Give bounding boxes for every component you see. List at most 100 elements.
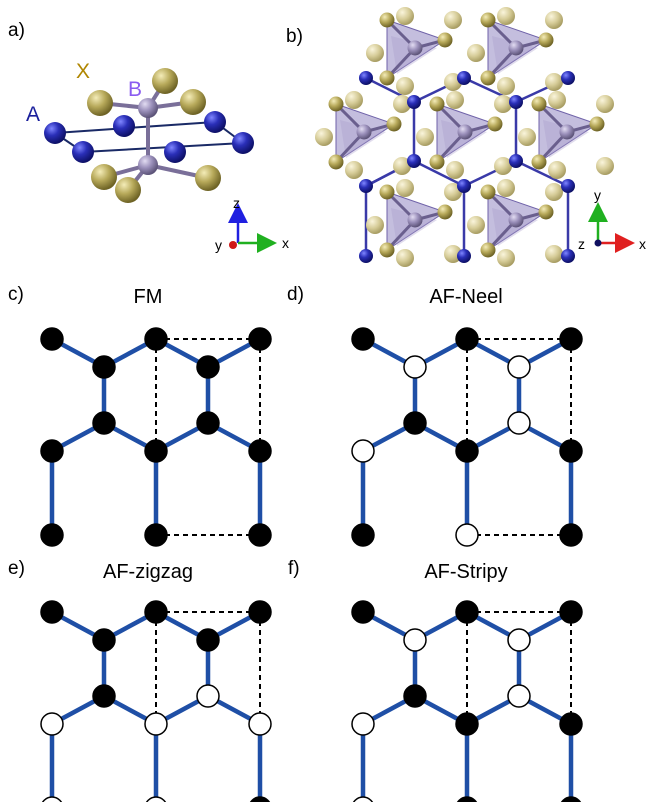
spin-down-site — [403, 628, 427, 652]
x-atom — [379, 70, 395, 86]
a-atom — [164, 141, 186, 163]
b-atom — [138, 98, 158, 118]
x-atom — [545, 11, 563, 29]
spin-down-site — [351, 712, 375, 736]
a-atom — [359, 179, 373, 193]
a-atom — [561, 249, 575, 263]
x-atom — [379, 12, 395, 28]
panel-f: f) AF-Stripy — [288, 558, 583, 802]
axis-y-label: y — [594, 187, 601, 203]
spin-down-site — [455, 523, 479, 547]
x-atom — [548, 161, 566, 179]
axes-triad-b: y z x — [578, 187, 646, 253]
panel-e: e) AF-zigzag — [8, 558, 272, 802]
a-atom — [204, 111, 226, 133]
a-atom — [232, 132, 254, 154]
x-atom — [366, 216, 384, 234]
b-atom — [508, 40, 524, 56]
spin-down-site — [351, 439, 375, 463]
axis-z-label: z — [233, 195, 240, 211]
spin-up-site — [196, 628, 220, 652]
bond — [515, 159, 569, 188]
b-atom — [356, 124, 372, 140]
structure-side-view — [44, 68, 254, 203]
spin-up-site — [559, 712, 583, 736]
spin-up-site — [249, 796, 271, 802]
spin-up-site — [144, 439, 168, 463]
spin-up-site — [456, 796, 478, 802]
x-atom — [497, 179, 515, 197]
x-atom — [467, 44, 485, 62]
panel-e-title: AF-zigzag — [103, 561, 193, 583]
spin-up-site — [196, 355, 220, 379]
bx6-octahedron — [518, 91, 614, 179]
x-atom — [480, 184, 496, 200]
spin-down-site — [40, 712, 64, 736]
x-atom — [429, 96, 445, 112]
x-atom — [328, 154, 344, 170]
x-atom — [548, 91, 566, 109]
a-atom — [407, 95, 421, 109]
spin-down-site — [144, 712, 168, 736]
a-atom — [509, 95, 523, 109]
x-atom — [379, 184, 395, 200]
spin-down-site — [248, 712, 272, 736]
spin-down-site — [507, 355, 531, 379]
axis-x-label: x — [639, 236, 646, 252]
a-atom — [457, 71, 471, 85]
spin-up-site — [560, 796, 582, 802]
x-atom — [444, 11, 462, 29]
spin-down-site — [145, 796, 167, 802]
x-atom — [180, 89, 206, 115]
species-b-label: B — [128, 78, 142, 101]
panel-c: c) FM — [8, 284, 272, 547]
x-atom — [480, 242, 496, 258]
axis-z-label: z — [578, 236, 585, 252]
spin-up-site — [196, 411, 220, 435]
x-atom — [497, 7, 515, 25]
x-atom — [531, 96, 547, 112]
x-atom — [596, 95, 614, 113]
x-atom — [494, 157, 512, 175]
spin-up-site — [144, 327, 168, 351]
spin-down-site — [507, 411, 531, 435]
a-atom — [359, 249, 373, 263]
spin-up-site — [559, 523, 583, 547]
spin-up-site — [248, 327, 272, 351]
spin-up-site — [351, 600, 375, 624]
x-atom — [396, 7, 414, 25]
x-atom — [386, 116, 402, 132]
af-neel-lattice — [351, 327, 583, 547]
bx6-octahedron — [366, 179, 462, 267]
spin-up-site — [351, 523, 375, 547]
x-atom — [437, 204, 453, 220]
species-a-label: A — [26, 103, 40, 126]
a-atom — [561, 179, 575, 193]
x-atom — [518, 128, 536, 146]
a-atom — [407, 154, 421, 168]
x-atom — [497, 249, 515, 267]
b-atom — [138, 155, 158, 175]
spin-up-site — [248, 600, 272, 624]
spin-up-site — [455, 439, 479, 463]
x-atom — [497, 77, 515, 95]
x-atom — [345, 161, 363, 179]
x-atom — [396, 249, 414, 267]
af-zigzag-lattice — [40, 600, 272, 802]
panel-c-label: c) — [8, 284, 24, 305]
x-atom — [315, 128, 333, 146]
spin-down-site — [507, 684, 531, 708]
spin-up-site — [403, 684, 427, 708]
spin-down-site — [352, 796, 374, 802]
a-atom — [72, 141, 94, 163]
spin-up-site — [92, 628, 116, 652]
x-atom — [596, 157, 614, 175]
x-atom — [545, 245, 563, 263]
spin-up-site — [455, 712, 479, 736]
bx6-octahedron — [467, 7, 563, 95]
spin-down-site — [196, 684, 220, 708]
panel-d-title: AF-Neel — [429, 286, 502, 308]
x-atom — [396, 179, 414, 197]
x-atom — [446, 91, 464, 109]
a-atom — [359, 71, 373, 85]
